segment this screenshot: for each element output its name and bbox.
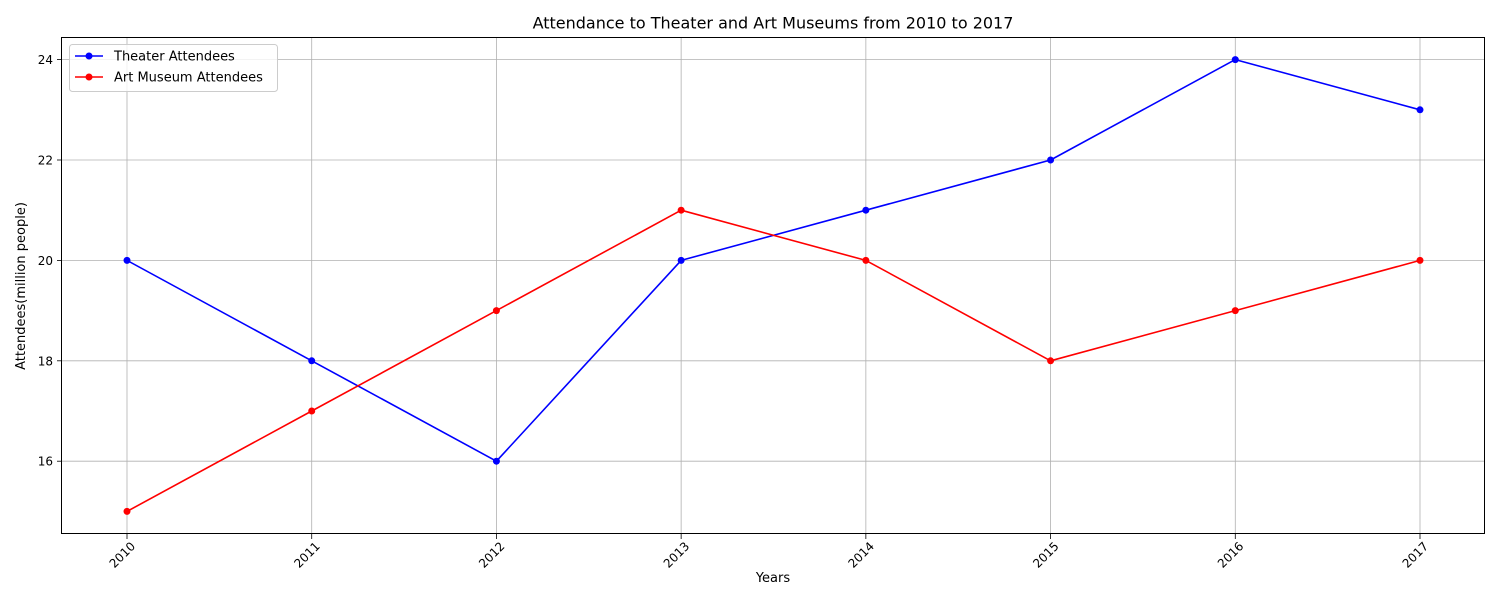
legend-label-2: Art Museum Attendees [114,71,263,86]
grid-lines [62,37,1485,534]
legend-marker-1 [85,52,93,60]
series-1-point [492,457,500,465]
series-1-point [677,256,685,264]
series-1-point [1047,156,1055,164]
series-1-point [1231,56,1239,64]
y-tick-label: 18 [38,354,53,368]
y-tick-label: 24 [38,53,53,67]
series-2-point [492,307,500,315]
y-axis-ticks: 16 18 20 22 24 [38,53,62,469]
series-1-point [862,206,870,214]
series-1-point [123,256,131,264]
chart-title: Attendance to Theater and Art Museums fr… [533,14,1014,33]
series-layer [123,56,1424,515]
plot-frame [61,37,1485,534]
y-tick-label: 16 [38,455,53,469]
legend: Theater Attendees Art Museum Attendees [69,44,278,92]
legend-label-1: Theater Attendees [113,50,235,65]
y-tick-label: 20 [38,254,53,268]
legend-marker-2 [85,73,93,81]
series-2-point [862,256,870,264]
series-2-point [123,507,131,515]
series-1-point [1416,106,1424,114]
series-2-point [1416,256,1424,264]
series-line-2 [126,209,1421,513]
series-2-point [1047,357,1055,365]
legend-box [69,44,278,92]
series-2-point [677,206,685,214]
y-tick-label: 22 [38,153,53,167]
y-axis-label: Attendees(million people) [14,202,29,370]
series-2-point [1231,307,1239,315]
series-2-point [308,407,316,415]
x-axis-label: Years [755,571,791,586]
series-1-point [308,357,316,365]
